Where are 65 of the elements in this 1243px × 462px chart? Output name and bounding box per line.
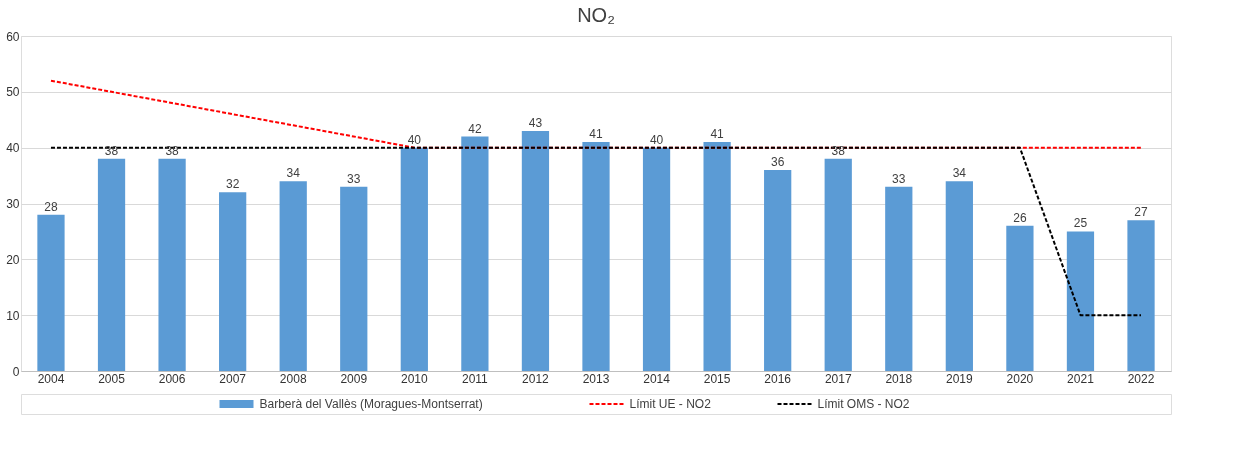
x-tick-label: 2014 <box>643 371 671 386</box>
bar <box>158 158 186 371</box>
data-label: 41 <box>710 127 725 142</box>
x-tick-label: 2015 <box>703 371 731 386</box>
bar <box>582 142 610 371</box>
data-label: 43 <box>528 115 543 130</box>
data-label: 40 <box>649 132 664 147</box>
x-tick-label: 2011 <box>461 371 489 386</box>
bar <box>37 214 65 371</box>
bar <box>340 186 368 371</box>
x-tick-label: 2020 <box>1006 371 1034 386</box>
x-tick-label: 2016 <box>764 371 792 386</box>
x-tick-label: 2007 <box>219 371 247 386</box>
x-tick-label: 2006 <box>158 371 186 386</box>
data-label: 26 <box>1013 210 1027 225</box>
x-tick-label: 2010 <box>400 371 428 386</box>
data-label: 40 <box>407 132 422 147</box>
legend-label: Límit UE - NO2 <box>629 397 712 411</box>
bar <box>521 130 550 371</box>
bar <box>885 186 913 371</box>
x-tick-label: 2009 <box>340 371 368 386</box>
bar <box>1006 225 1034 371</box>
data-label: 32 <box>225 177 240 192</box>
data-label: 28 <box>44 199 58 214</box>
data-label: 34 <box>952 166 967 181</box>
bar <box>642 147 671 371</box>
bar <box>400 147 428 371</box>
data-label: 27 <box>1134 205 1149 220</box>
data-label: 42 <box>468 121 482 136</box>
x-tick-label: 2005 <box>98 371 126 386</box>
x-tick-label: 2004 <box>37 371 65 386</box>
y-tick-label: 10 <box>6 308 20 323</box>
bar <box>461 136 489 371</box>
x-tick-label: 2019 <box>946 371 974 386</box>
chart-title: NO₂ <box>577 4 615 26</box>
bar <box>1066 231 1095 371</box>
y-tick-label: 30 <box>6 197 20 211</box>
legend-label: Límit OMS - NO2 <box>817 397 910 411</box>
bar <box>824 158 852 371</box>
y-tick-label: 60 <box>6 29 20 44</box>
x-tick-label: 2012 <box>522 371 550 386</box>
bar <box>764 170 792 371</box>
x-tick-label: 2018 <box>885 371 913 386</box>
y-tick-label: 50 <box>6 85 20 100</box>
bar <box>219 192 247 371</box>
bar <box>279 181 307 371</box>
data-label: 33 <box>892 171 906 186</box>
x-tick-label: 2022 <box>1127 371 1155 386</box>
y-tick-label: 40 <box>6 141 20 156</box>
y-tick-label: 0 <box>12 364 20 379</box>
bar <box>703 142 731 371</box>
data-label: 41 <box>589 127 603 142</box>
x-tick-label: 2017 <box>824 371 852 386</box>
y-tick-label: 20 <box>6 252 20 267</box>
data-label: 34 <box>286 166 301 181</box>
x-tick-label: 2021 <box>1067 371 1095 386</box>
data-label: 33 <box>347 171 361 186</box>
data-label: 36 <box>770 155 785 169</box>
x-tick-label: 2013 <box>582 371 610 386</box>
x-tick-label: 2008 <box>279 371 307 386</box>
bar <box>945 181 973 371</box>
data-label: 25 <box>1073 216 1088 231</box>
bar <box>1127 220 1155 371</box>
bar <box>97 158 126 371</box>
legend-label: Barberà del Vallès (Moragues-Montserrat) <box>259 397 483 411</box>
